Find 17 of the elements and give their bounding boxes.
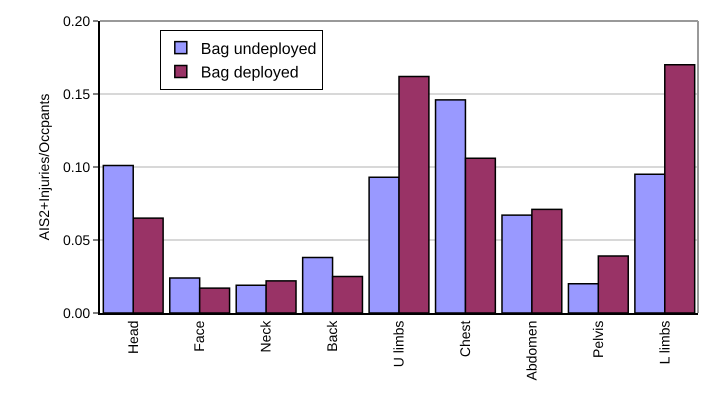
- x-tick-label: L limbs: [656, 320, 672, 364]
- legend-label: Bag deployed: [200, 64, 299, 82]
- x-tick-label: Abdomen: [523, 320, 540, 381]
- y-tick-label: 0.05: [62, 232, 90, 248]
- x-tick-label: U limbs: [390, 320, 407, 368]
- x-tick-label: Chest: [456, 320, 473, 358]
- y-tick-label: 0.15: [62, 86, 90, 102]
- x-tick-label: Head: [124, 320, 141, 354]
- legend-label: Bag undeployed: [200, 40, 316, 58]
- y-tick-label: 0.10: [62, 158, 90, 175]
- y-tick-label: 0.20: [62, 12, 90, 29]
- y-axis-title: AIS2+Injuries/Occpants: [36, 94, 52, 240]
- x-tick-label: Back: [324, 320, 340, 352]
- x-tick-label: Neck: [258, 320, 274, 353]
- x-tick-label: Face: [191, 320, 208, 352]
- y-tick-label: 0.00: [62, 304, 90, 321]
- x-tick-label: Pelvis: [590, 320, 606, 358]
